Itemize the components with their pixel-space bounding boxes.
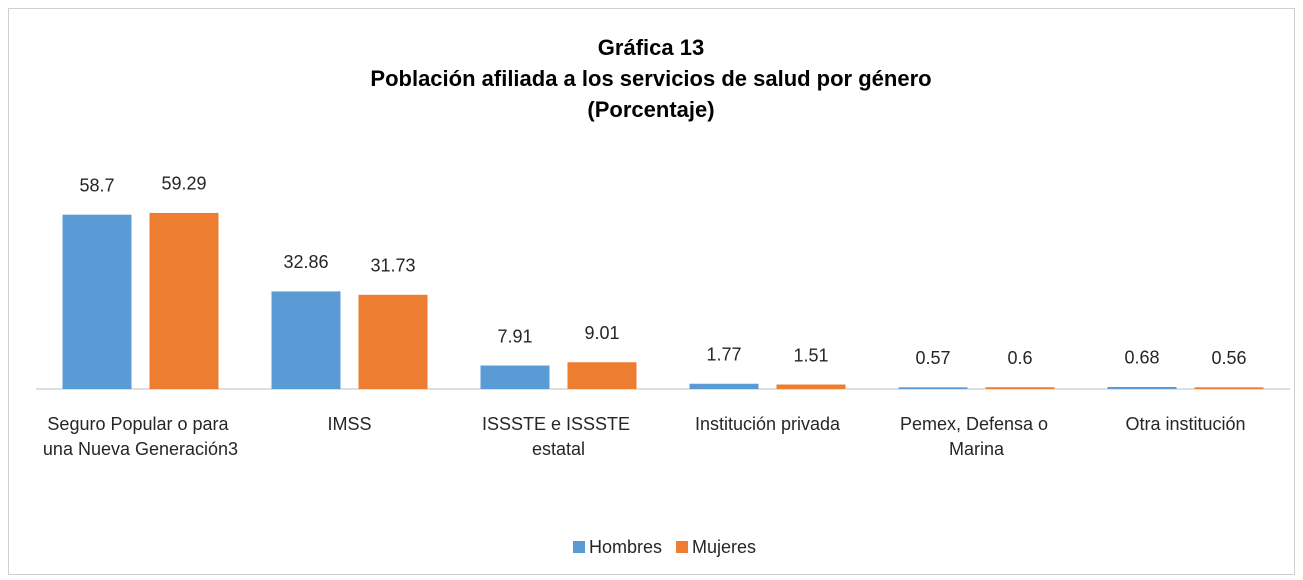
legend-swatch (676, 541, 689, 553)
value-label: 7.91 (497, 326, 532, 346)
chart-title: Gráfica 13 (598, 35, 704, 60)
bar (480, 365, 550, 389)
value-label: 0.56 (1211, 348, 1246, 368)
chart-border (8, 8, 1295, 575)
legend-label: Hombres (589, 537, 662, 557)
bar (358, 294, 428, 389)
bar (985, 387, 1055, 389)
value-label: 9.01 (584, 323, 619, 343)
value-label: 0.57 (915, 348, 950, 368)
chart-title: Población afiliada a los servicios de sa… (370, 66, 931, 91)
x-tick-label: Otra institución (1125, 414, 1245, 434)
legend-label: Mujeres (692, 537, 756, 557)
bar (776, 384, 846, 389)
value-label: 0.68 (1124, 348, 1159, 368)
chart-title: (Porcentaje) (587, 97, 714, 122)
bar (1107, 386, 1177, 389)
bar (898, 387, 968, 389)
value-label: 58.7 (79, 175, 114, 195)
bar (62, 214, 132, 389)
bar (689, 383, 759, 389)
value-label: 59.29 (161, 174, 206, 194)
bar (149, 212, 219, 389)
bar (1194, 387, 1264, 389)
bar (271, 291, 341, 389)
x-tick-label: IMSS (327, 414, 371, 434)
value-label: 31.73 (370, 256, 415, 276)
legend-swatch (573, 541, 585, 553)
x-tick-label: Seguro Popular o para una Nueva Generaci… (43, 414, 238, 459)
value-label: 1.51 (793, 345, 828, 365)
bar (567, 362, 637, 389)
x-tick-label: Pemex, Defensa o Marina (900, 414, 1053, 459)
x-tick-label: Institución privada (695, 414, 841, 434)
value-label: 0.6 (1007, 348, 1032, 368)
value-label: 1.77 (706, 344, 741, 364)
value-label: 32.86 (283, 252, 328, 272)
x-tick-label: ISSSTE e ISSSTE estatal (482, 414, 635, 459)
